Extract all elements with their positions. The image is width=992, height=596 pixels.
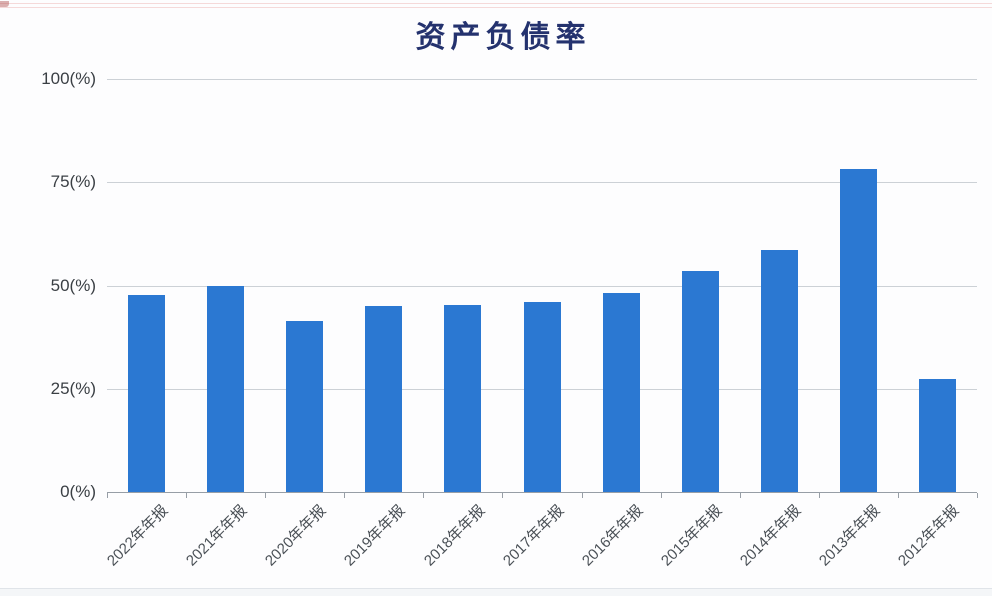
x-axis-tick — [423, 493, 425, 498]
gridline-75 — [107, 182, 977, 184]
screenshot-artifact-line — [0, 588, 992, 589]
x-axis-line — [107, 492, 977, 493]
x-tick-label: 2015年年报 — [657, 502, 726, 570]
gridline-100 — [107, 79, 977, 80]
screenshot-artifact-band — [0, 589, 992, 596]
bar-2020年年报 — [286, 321, 324, 492]
x-axis-tick — [818, 493, 820, 498]
bar-2014年年报 — [760, 249, 798, 492]
y-tick-label: 50(%) — [50, 275, 96, 295]
x-tick-label: 2016年年报 — [578, 502, 647, 570]
y-tick-label: 25(%) — [50, 378, 96, 398]
chart-title: 资产负债率 — [415, 21, 591, 54]
x-axis-tick — [344, 493, 346, 498]
x-tick-label: 2020年年报 — [262, 502, 330, 570]
bar-2012年年报 — [918, 378, 956, 492]
x-tick-label: 2019年年报 — [341, 502, 409, 570]
x-tick-label: 2014年年报 — [736, 502, 805, 570]
gridline-50 — [107, 285, 977, 287]
x-axis-tick — [107, 493, 108, 498]
screenshot-artifact-line — [0, 7, 992, 8]
x-tick-label: 2021年年报 — [183, 502, 251, 570]
bar-2017年年报 — [523, 302, 561, 492]
bar-2018年年报 — [444, 305, 482, 492]
x-tick-label: 2012年年报 — [895, 502, 963, 570]
x-axis-tick — [265, 493, 267, 498]
x-axis-tick — [581, 493, 583, 498]
screenshot-artifact-line — [0, 3, 992, 4]
bar-2016年年报 — [602, 292, 640, 492]
x-tick-label: 2017年年报 — [499, 502, 568, 570]
x-axis-tick — [502, 493, 504, 498]
y-tick-label: 0(%) — [60, 482, 96, 501]
bar-2021年年报 — [207, 285, 245, 492]
screenshot-artifact-corner — [0, 1, 9, 7]
x-tick-label: 2013年年报 — [815, 502, 884, 570]
bar-2013年年报 — [839, 169, 877, 492]
bar-2019年年报 — [365, 306, 403, 492]
bar-2022年年报 — [128, 295, 166, 492]
y-tick-label: 75(%) — [50, 172, 96, 192]
x-axis-tick — [739, 493, 741, 498]
x-tick-label: 2022年年报 — [104, 502, 172, 570]
x-axis-tick — [977, 493, 978, 498]
x-axis-tick — [660, 493, 662, 498]
x-tick-label: 2018年年报 — [420, 502, 488, 570]
bar-2015年年报 — [681, 271, 719, 492]
y-tick-label: 100(%) — [41, 69, 96, 88]
x-axis-tick — [897, 493, 899, 498]
x-axis-tick — [186, 493, 188, 498]
